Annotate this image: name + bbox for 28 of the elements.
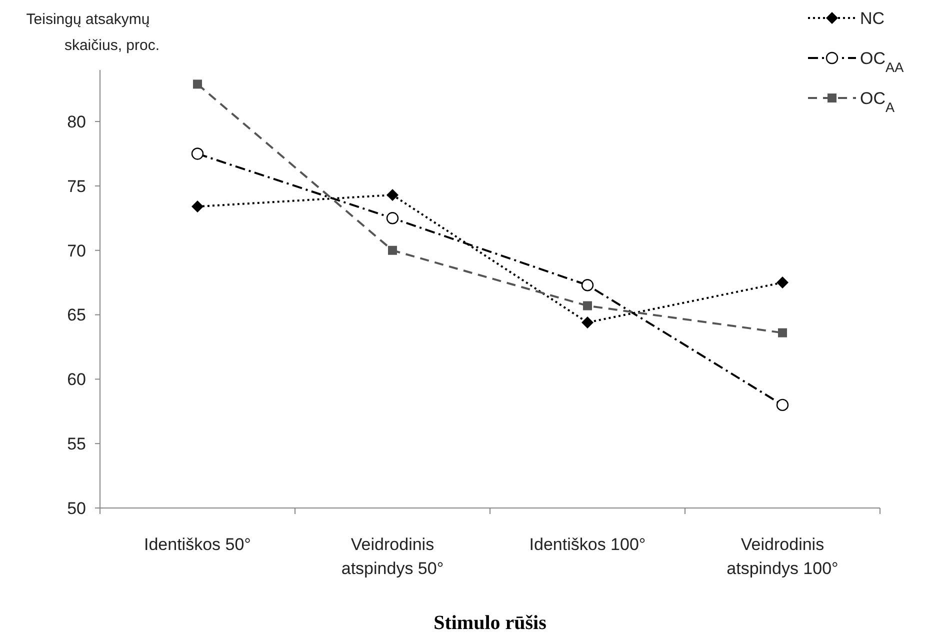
x-tick-label: Identiškos 50° — [144, 535, 251, 554]
y-tick-label: 60 — [67, 370, 86, 390]
legend-label: OC$_{A}$ — [860, 88, 896, 114]
y-tick-label: 80 — [67, 112, 86, 132]
x-tick-label: Identiškos 100° — [529, 535, 646, 554]
point — [386, 212, 399, 224]
point — [581, 279, 594, 292]
point — [778, 328, 787, 338]
x-tick-label: Veidrodinis atspindys 50° — [341, 535, 444, 578]
point — [191, 148, 204, 160]
y-tick-label: 70 — [67, 241, 86, 260]
point — [583, 301, 592, 310]
y-axis-title: Teisingų atsakymų skaičius, proc. — [26, 11, 160, 54]
y-tick-label: 65 — [67, 306, 86, 325]
legend-label: NC — [860, 8, 885, 28]
point — [388, 246, 397, 255]
point — [386, 188, 398, 201]
y-tick-label: 55 — [67, 434, 86, 454]
legend-label: OC$_{AA}$ — [860, 48, 905, 74]
point — [193, 80, 202, 89]
y-tick-label: 50 — [67, 498, 86, 518]
point — [192, 200, 204, 213]
point — [776, 276, 788, 289]
point — [776, 398, 789, 412]
y-tick-label: 75 — [67, 176, 86, 196]
point — [582, 316, 594, 328]
x-axis-title: Stimulo rūšis — [434, 612, 547, 634]
x-tick-label: Veidrodinis atspindys 100° — [726, 535, 838, 578]
